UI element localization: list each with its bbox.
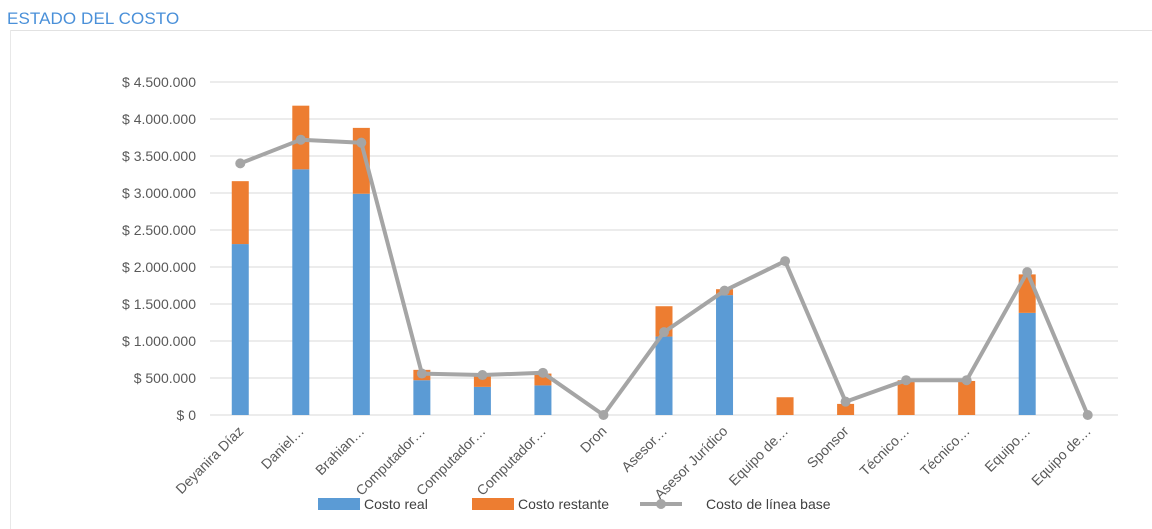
bar-costo-restante	[837, 403, 855, 415]
legend-swatch-marker	[656, 499, 666, 509]
bar-costo-real	[292, 169, 310, 415]
y-tick-label: $ 2.500.000	[122, 222, 196, 238]
legend-swatch	[472, 498, 514, 510]
bar-costo-restante	[897, 380, 915, 415]
baseline-point	[477, 370, 488, 381]
baseline-point	[295, 134, 306, 145]
bar-costo-restante	[776, 397, 794, 415]
baseline-point	[1022, 267, 1033, 278]
chart-frame-edge	[10, 30, 11, 529]
bar-costo-restante	[958, 380, 976, 415]
bar-costo-real	[352, 193, 370, 415]
x-tick-label: Brahian…	[312, 423, 367, 478]
y-tick-label: $ 0	[177, 407, 197, 423]
x-tick-label: Equipo de…	[725, 423, 791, 489]
x-tick-label: Técnico…	[917, 423, 973, 479]
baseline-point	[1082, 410, 1093, 420]
baseline-point	[416, 368, 427, 379]
bar-costo-real	[655, 336, 673, 415]
title-divider	[10, 30, 1152, 31]
y-tick-label: $ 1.000.000	[122, 333, 196, 349]
bar-costo-restante	[231, 181, 249, 245]
y-tick-label: $ 3.000.000	[122, 185, 196, 201]
x-tick-label: Daniel…	[258, 423, 307, 472]
baseline-line	[235, 134, 1093, 420]
legend-label: Costo real	[364, 496, 428, 512]
x-tick-label: Asesor…	[618, 423, 670, 475]
bar-costo-real	[231, 244, 249, 415]
chart-title: ESTADO DEL COSTO	[7, 9, 180, 28]
bar-costo-real	[413, 380, 431, 415]
x-tick-label: Dron	[577, 423, 610, 456]
baseline-point	[840, 396, 851, 407]
bar-costo-real	[1018, 312, 1036, 415]
x-axis-labels: Deyanira Díaz Daniel… Brahian…Computador…C…	[172, 423, 1094, 503]
bars	[231, 105, 1036, 415]
y-tick-label: $ 500.000	[134, 370, 196, 386]
y-tick-label: $ 2.000.000	[122, 259, 196, 275]
y-tick-label: $ 3.500.000	[122, 148, 196, 164]
y-tick-label: $ 4.500.000	[122, 74, 196, 90]
x-tick-label: Deyanira Díaz	[172, 423, 246, 497]
legend-label: Costo de línea base	[706, 496, 831, 512]
baseline-point	[780, 256, 791, 267]
bar-costo-real	[473, 386, 491, 415]
bar-costo-real	[716, 295, 734, 415]
x-tick-label: Sponsor	[804, 423, 852, 471]
bar-costo-restante	[534, 373, 552, 386]
baseline-point	[719, 285, 730, 296]
bar-costo-real	[534, 385, 552, 415]
legend: Costo real Costo restante Costo de línea b…	[318, 496, 831, 512]
baseline-point	[537, 367, 548, 378]
baseline-point	[356, 137, 367, 148]
baseline-point	[235, 158, 246, 169]
baseline-point	[901, 375, 912, 386]
y-axis-labels: $ 0 $ 500.000 $ 1.000.000 $ 1.500.000 $ 2.00…	[122, 74, 196, 423]
x-tick-label: Equipo de…	[1028, 423, 1094, 489]
legend-swatch	[318, 498, 360, 510]
baseline-point	[961, 375, 972, 386]
y-tick-label: $ 4.000.000	[122, 111, 196, 127]
baseline-point	[598, 410, 609, 420]
x-tick-label: Técnico…	[856, 423, 912, 479]
y-tick-label: $ 1.500.000	[122, 296, 196, 312]
baseline-point	[659, 327, 669, 338]
legend-label: Costo restante	[518, 496, 609, 512]
x-tick-label: Equipo…	[981, 423, 1033, 475]
